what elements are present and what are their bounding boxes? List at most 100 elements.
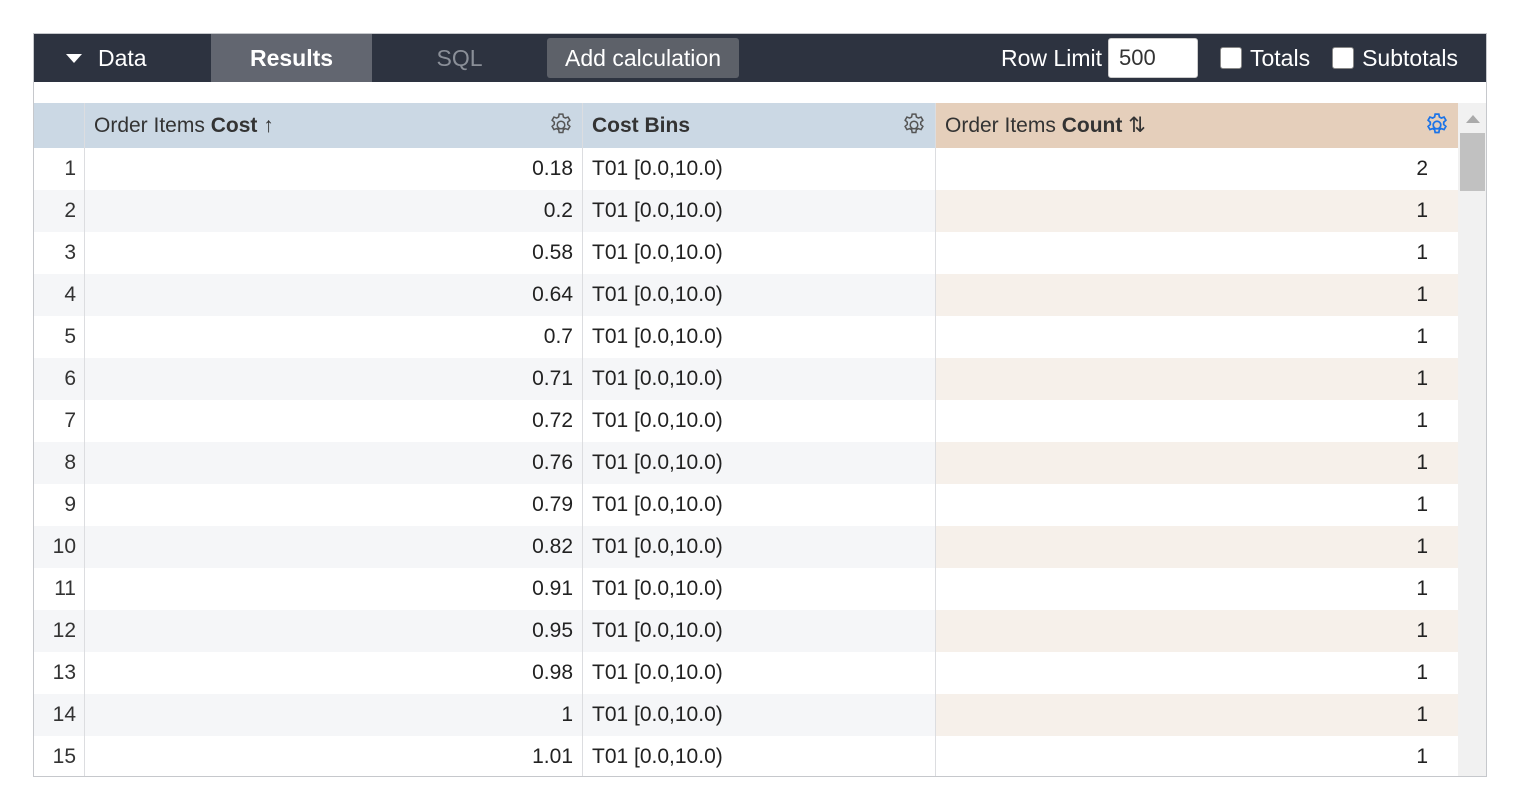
tab-data-label: Data	[98, 44, 147, 71]
column-header-count[interactable]: Order Items Count ⇅	[936, 103, 1458, 148]
table-row: 1 0.18 T01 [0.0,10.0) 2	[34, 148, 1458, 190]
count-cell: 1	[936, 610, 1458, 652]
cost-cell: 0.72	[85, 400, 583, 442]
cost-bin-cell: T01 [0.0,10.0)	[583, 316, 936, 358]
scrollbar-thumb[interactable]	[1460, 133, 1485, 191]
totals-checkbox[interactable]	[1220, 47, 1242, 69]
row-limit-input[interactable]	[1108, 38, 1198, 78]
table-row: 10 0.82 T01 [0.0,10.0) 1	[34, 526, 1458, 568]
results-table: Order Items Cost ↑ Cost Bins Order Items…	[34, 103, 1458, 776]
results-panel: Data Results SQL Add calculation Row Lim…	[33, 33, 1487, 777]
cost-bin-cell: T01 [0.0,10.0)	[583, 274, 936, 316]
row-number: 2	[34, 190, 85, 232]
cost-cell: 0.64	[85, 274, 583, 316]
table-row: 15 1.01 T01 [0.0,10.0) 1	[34, 736, 1458, 776]
count-cell: 1	[936, 190, 1458, 232]
table-row: 12 0.95 T01 [0.0,10.0) 1	[34, 610, 1458, 652]
count-cell: 1	[936, 274, 1458, 316]
scroll-up-arrow-icon[interactable]	[1465, 115, 1480, 123]
row-number: 12	[34, 610, 85, 652]
totals-label: Totals	[1250, 44, 1311, 71]
count-cell: 2	[1416, 157, 1428, 180]
sort-ascending-icon: ↑	[263, 114, 274, 137]
cost-cell: 1	[85, 694, 583, 736]
cost-cell: 0.18	[85, 148, 583, 190]
count-cell: 1	[1416, 493, 1428, 516]
sort-icon: ⇅	[1128, 114, 1146, 137]
cost-cell: 0.82	[85, 526, 583, 568]
header-field: Cost	[210, 114, 258, 137]
cost-bin-cell: T01 [0.0,10.0)	[583, 148, 936, 190]
row-number: 6	[34, 358, 85, 400]
cost-bin-cell: T01 [0.0,10.0)	[583, 400, 936, 442]
count-cell: 1	[1416, 577, 1428, 600]
table-row: 5 0.7 T01 [0.0,10.0) 1	[34, 316, 1458, 358]
table-row: 4 0.64 T01 [0.0,10.0) 1	[34, 274, 1458, 316]
table-row: 11 0.91 T01 [0.0,10.0) 1	[34, 568, 1458, 610]
row-number: 3	[34, 232, 85, 274]
count-cell: 1	[1416, 661, 1428, 684]
cost-bin-cell: T01 [0.0,10.0)	[583, 694, 936, 736]
row-number: 10	[34, 526, 85, 568]
cost-cell: 0.58	[85, 232, 583, 274]
row-number: 11	[34, 568, 85, 610]
count-cell: 1	[936, 358, 1458, 400]
gear-icon[interactable]	[901, 112, 927, 138]
count-cell: 1	[936, 442, 1458, 484]
cost-cell: 0.71	[85, 358, 583, 400]
row-number: 4	[34, 274, 85, 316]
row-number: 9	[34, 484, 85, 526]
cost-cell: 0.7	[85, 316, 583, 358]
caret-down-icon	[66, 53, 82, 63]
tab-sql[interactable]: SQL	[436, 44, 483, 71]
tab-data[interactable]: Data	[34, 34, 211, 82]
cost-bin-cell: T01 [0.0,10.0)	[583, 610, 936, 652]
tab-results[interactable]: Results	[211, 34, 372, 82]
header-row: Order Items Cost ↑ Cost Bins Order Items…	[34, 103, 1458, 148]
cost-cell: 0.2	[85, 190, 583, 232]
row-number-header	[34, 103, 85, 148]
vertical-scrollbar[interactable]	[1458, 103, 1486, 776]
count-cell: 1	[1416, 409, 1428, 432]
cost-bin-cell: T01 [0.0,10.0)	[583, 358, 936, 400]
gear-icon[interactable]	[548, 112, 574, 138]
row-number: 7	[34, 400, 85, 442]
column-header-cost-bins[interactable]: Cost Bins	[583, 103, 936, 148]
row-number: 15	[34, 736, 85, 776]
cost-bin-cell: T01 [0.0,10.0)	[583, 568, 936, 610]
table-row: 6 0.71 T01 [0.0,10.0) 1	[34, 358, 1458, 400]
add-calculation-button[interactable]: Add calculation	[547, 38, 739, 78]
header-prefix: Order Items	[945, 114, 1062, 137]
cost-bin-cell: T01 [0.0,10.0)	[583, 736, 936, 776]
cost-cell: 0.76	[85, 442, 583, 484]
cost-cell: 1.01	[85, 736, 583, 776]
subtotals-checkbox[interactable]	[1332, 47, 1355, 69]
row-number: 1	[34, 148, 85, 190]
count-cell: 1	[936, 526, 1458, 568]
table-row: 7 0.72 T01 [0.0,10.0) 1	[34, 400, 1458, 442]
table-row: 3 0.58 T01 [0.0,10.0) 1	[34, 232, 1458, 274]
table-row: 14 1 T01 [0.0,10.0) 1	[34, 694, 1458, 736]
header-field: Count	[1061, 114, 1123, 137]
cost-cell: 0.91	[85, 568, 583, 610]
row-number: 14	[34, 694, 85, 736]
toolbar: Data Results SQL Add calculation Row Lim…	[34, 34, 1486, 82]
table-row: 9 0.79 T01 [0.0,10.0) 1	[34, 484, 1458, 526]
row-number: 8	[34, 442, 85, 484]
gear-icon[interactable]	[1424, 112, 1450, 138]
count-cell: 1	[1416, 745, 1428, 768]
cost-bin-cell: T01 [0.0,10.0)	[583, 484, 936, 526]
column-header-cost[interactable]: Order Items Cost ↑	[85, 103, 583, 148]
cost-bin-cell: T01 [0.0,10.0)	[583, 652, 936, 694]
row-number: 13	[34, 652, 85, 694]
count-cell: 1	[1416, 325, 1428, 348]
cost-cell: 0.79	[85, 484, 583, 526]
header-field: Cost Bins	[592, 114, 691, 137]
count-cell: 1	[1416, 241, 1428, 264]
cost-bin-cell: T01 [0.0,10.0)	[583, 232, 936, 274]
cost-bin-cell: T01 [0.0,10.0)	[583, 190, 936, 232]
row-number: 5	[34, 316, 85, 358]
header-prefix: Order Items	[94, 114, 211, 137]
row-limit-label: Row Limit	[1001, 44, 1102, 71]
table-row: 8 0.76 T01 [0.0,10.0) 1	[34, 442, 1458, 484]
